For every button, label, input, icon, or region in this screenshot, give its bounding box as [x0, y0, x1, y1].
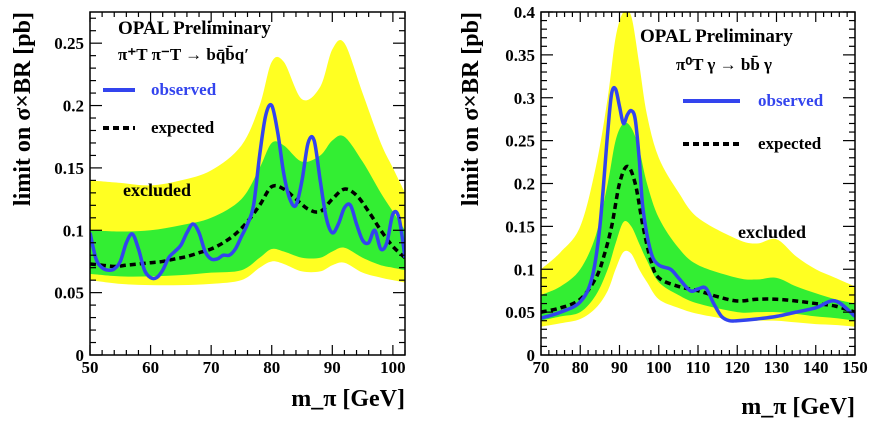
x-tick-label: 150: [842, 358, 868, 377]
x-tick-label: 90: [611, 358, 628, 377]
y-tick-label: 0.1: [63, 221, 84, 240]
plot-area: [541, 12, 855, 327]
y-tick-label: 0.15: [505, 217, 535, 236]
x-tick-label: 70: [533, 358, 550, 377]
chart-panel-1: 50 60 70 80 90 100 0 0.05 0.1 0.15 0.2 0.25 m_π [GeV…: [10, 11, 406, 412]
band-2sigma: [541, 12, 855, 327]
y-tick-label: 0.1: [514, 260, 535, 279]
y-tick-label: 0.35: [505, 46, 535, 65]
y-tick-label: 0.4: [514, 3, 536, 22]
legend-expected-label: expected: [758, 134, 822, 153]
y-tick-label: 0: [76, 346, 85, 365]
y-tick-label: 0.15: [54, 159, 84, 178]
observed-line: [541, 85, 855, 323]
y-tick-label: 0.05: [505, 303, 535, 322]
legend-observed-label: observed: [758, 91, 824, 110]
y-tick-label: 0.2: [63, 97, 84, 116]
y-tick-label: 0.3: [514, 89, 535, 108]
x-tick-label: 140: [803, 358, 829, 377]
x-tick-label: 110: [686, 358, 711, 377]
x-tick-label: 80: [572, 358, 589, 377]
y-tick-label: 0.2: [514, 175, 535, 194]
process-label: π⁺T π⁻T → bq̄b̄q′: [118, 45, 249, 64]
x-tick-label: 80: [263, 358, 280, 377]
process-label: π⁰T γ → bb̄ γ: [676, 55, 772, 74]
chart-title: OPAL Preliminary: [118, 18, 271, 39]
x-tick-label: 120: [725, 358, 751, 377]
plot-area: [90, 39, 405, 286]
excluded-annotation: excluded: [123, 180, 191, 200]
legend-expected-label: expected: [151, 118, 215, 137]
observed-line: [90, 102, 405, 281]
x-tick-label: 60: [142, 358, 159, 377]
x-axis-title: m_π [GeV]: [291, 386, 405, 412]
x-tick-label: 90: [324, 358, 341, 377]
x-tick-label: 70: [203, 358, 220, 377]
y-tick-label: 0: [527, 346, 536, 365]
band-1sigma: [90, 135, 405, 277]
excluded-annotation: excluded: [738, 222, 806, 242]
x-tick-label: 130: [764, 358, 790, 377]
y-tick-label: 0.25: [54, 34, 84, 53]
x-tick-label: 100: [380, 358, 406, 377]
chart-title: OPAL Preliminary: [640, 26, 793, 47]
x-tick-label: 100: [646, 358, 672, 377]
x-tick-label: 50: [82, 358, 99, 377]
legend-observed-label: observed: [151, 80, 217, 99]
band-1sigma: [541, 122, 855, 321]
y-tick-label: 0.25: [505, 132, 535, 151]
y-axis-title: limit on σ×BR [pb]: [10, 12, 36, 206]
y-axis-title: limit on σ×BR [pb]: [458, 12, 484, 206]
expected-line: [541, 164, 855, 314]
y-tick-label: 0.05: [54, 284, 84, 303]
x-axis-title: m_π [GeV]: [741, 394, 855, 420]
chart-panel-2: 70 80 90 100 110 120 130 140 150 0 0.05 0.1 0.15 0.2 0…: [458, 3, 868, 420]
